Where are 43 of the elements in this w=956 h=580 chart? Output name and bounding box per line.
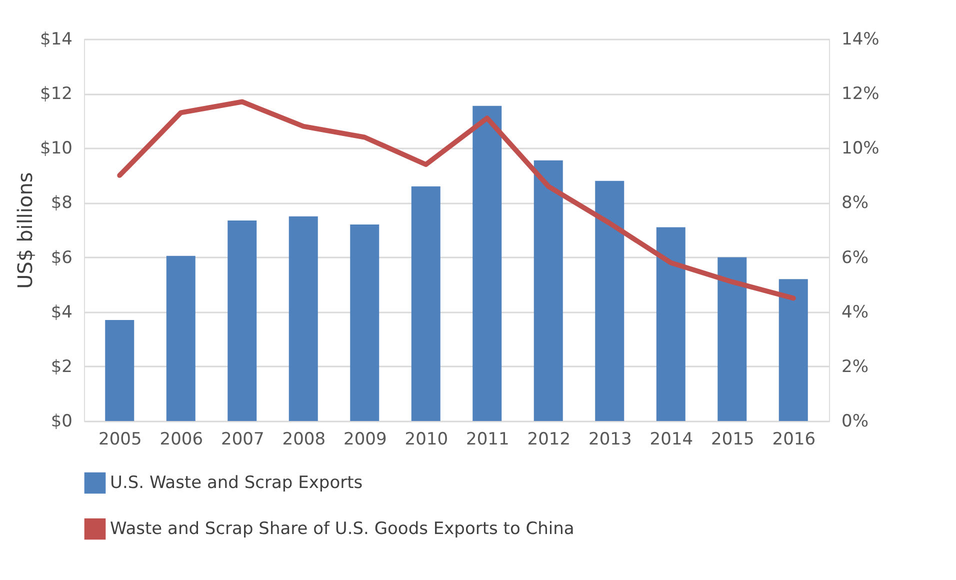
y-tick-label: $2	[50, 356, 72, 377]
x-tick-label: 2015	[710, 430, 754, 450]
y-tick-label: $10	[40, 138, 72, 159]
x-tick-label: 2007	[220, 430, 264, 450]
y-tick-label: $6	[50, 248, 72, 268]
legend-label: U.S. Waste and Scrap Exports	[110, 473, 363, 493]
bar	[656, 227, 686, 421]
y2-tick-label: 4%	[842, 302, 868, 322]
y-axis-title: US$ billions	[13, 172, 38, 289]
y-tick-label: $14	[40, 30, 72, 50]
bar	[166, 256, 196, 421]
y2-tick-label: 0%	[842, 412, 868, 432]
bar	[534, 160, 563, 421]
x-tick-label: 2005	[98, 430, 142, 450]
y-tick-label: $12	[40, 84, 72, 104]
bar	[228, 220, 257, 421]
y-tick-label: $4	[50, 302, 72, 322]
bar	[718, 257, 747, 421]
x-tick-label: 2012	[527, 430, 571, 450]
x-tick-label: 2014	[650, 430, 694, 450]
bar	[288, 216, 318, 421]
x-tick-label: 2006	[160, 430, 204, 450]
x-tick-label: 2016	[772, 430, 816, 450]
bar	[411, 186, 440, 421]
bar	[778, 279, 808, 421]
x-tick-label: 2008	[282, 430, 326, 450]
y2-tick-label: 10%	[842, 138, 880, 159]
y2-tick-label: 8%	[842, 193, 868, 214]
bar	[472, 106, 502, 421]
x-tick-label: 2010	[404, 430, 448, 450]
x-tick-label: 2009	[343, 430, 387, 450]
y-tick-label: $8	[50, 193, 72, 214]
x-tick-label: 2013	[588, 430, 632, 450]
y-tick-label: $0	[50, 412, 72, 432]
bar	[595, 180, 624, 421]
bar	[105, 320, 134, 421]
y2-tick-label: 12%	[842, 84, 880, 104]
y2-tick-label: 6%	[842, 248, 868, 268]
bar	[350, 224, 380, 421]
y2-tick-label: 2%	[842, 356, 868, 377]
legend-label: Waste and Scrap Share of U.S. Goods Exports to China	[110, 519, 574, 539]
x-tick-label: 2011	[466, 430, 510, 450]
y2-tick-label: 14%	[842, 30, 880, 50]
